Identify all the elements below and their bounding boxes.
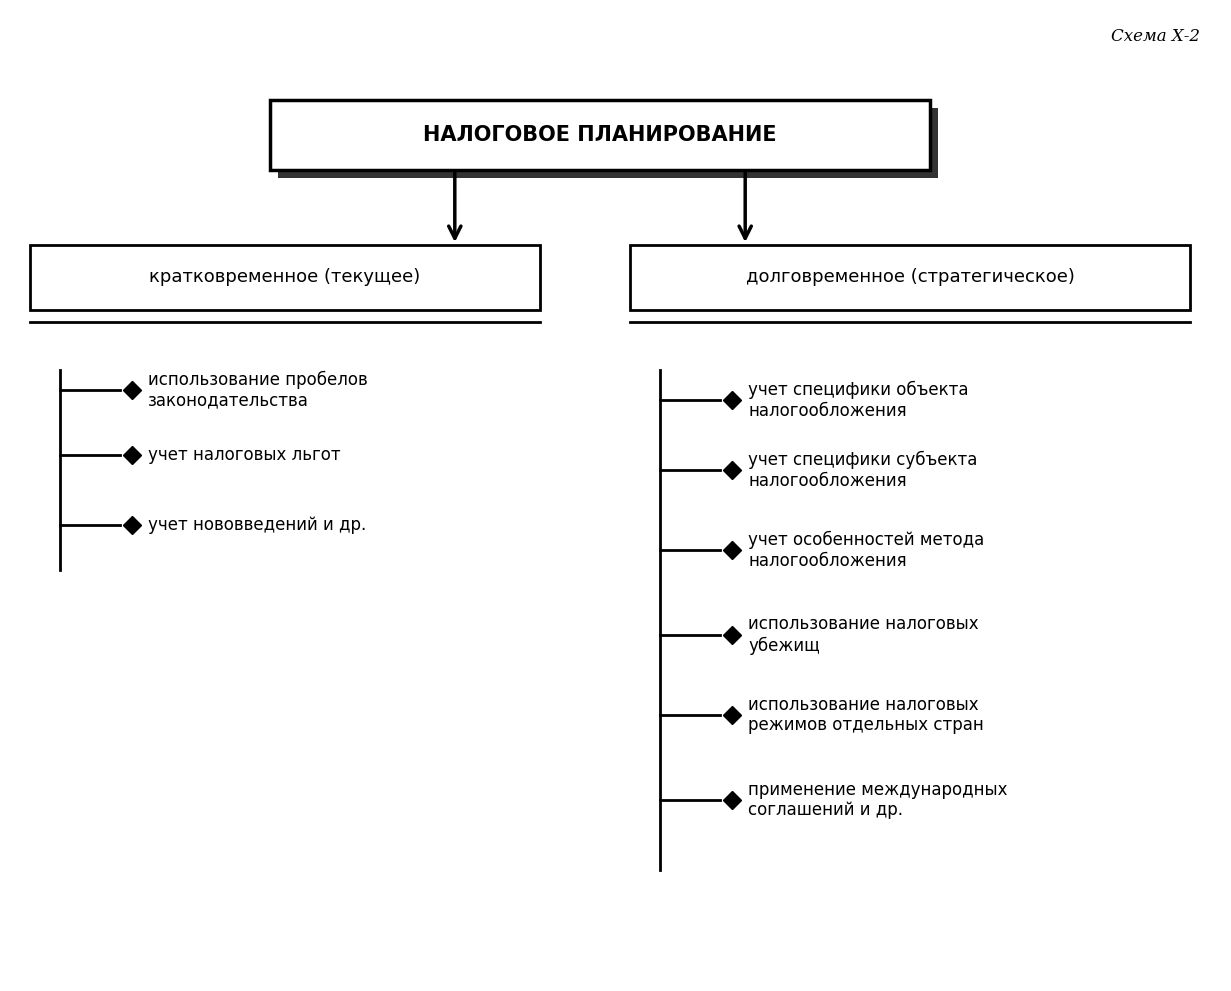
Text: учет особенностей метода
налогообложения: учет особенностей метода налогообложения [748,530,985,570]
Text: учет специфики объекта
налогообложения: учет специфики объекта налогообложения [748,381,969,419]
Text: Схема Х-2: Схема Х-2 [1112,28,1200,45]
Bar [630,245,1190,310]
Text: учет налоговых льгот: учет налоговых льгот [148,446,341,464]
Text: учет нововведений и др.: учет нововведений и др. [148,516,367,534]
Bar [270,100,929,170]
Text: кратковременное (текущее): кратковременное (текущее) [149,269,421,286]
Bar [30,245,540,310]
Text: использование пробелов
законодательства: использование пробелов законодательства [148,371,368,409]
Text: использование налоговых
режимов отдельных стран: использование налоговых режимов отдельны… [748,696,984,734]
Text: НАЛОГОВОЕ ПЛАНИРОВАНИЕ: НАЛОГОВОЕ ПЛАНИРОВАНИЕ [423,125,777,145]
Text: применение международных
соглашений и др.: применение международных соглашений и др… [748,781,1007,820]
Bar [278,108,938,178]
Text: использование налоговых
убежищ: использование налоговых убежищ [748,615,979,654]
Text: долговременное (стратегическое): долговременное (стратегическое) [746,269,1075,286]
Text: учет специфики субъекта
налогообложения: учет специфики субъекта налогообложения [748,451,977,490]
